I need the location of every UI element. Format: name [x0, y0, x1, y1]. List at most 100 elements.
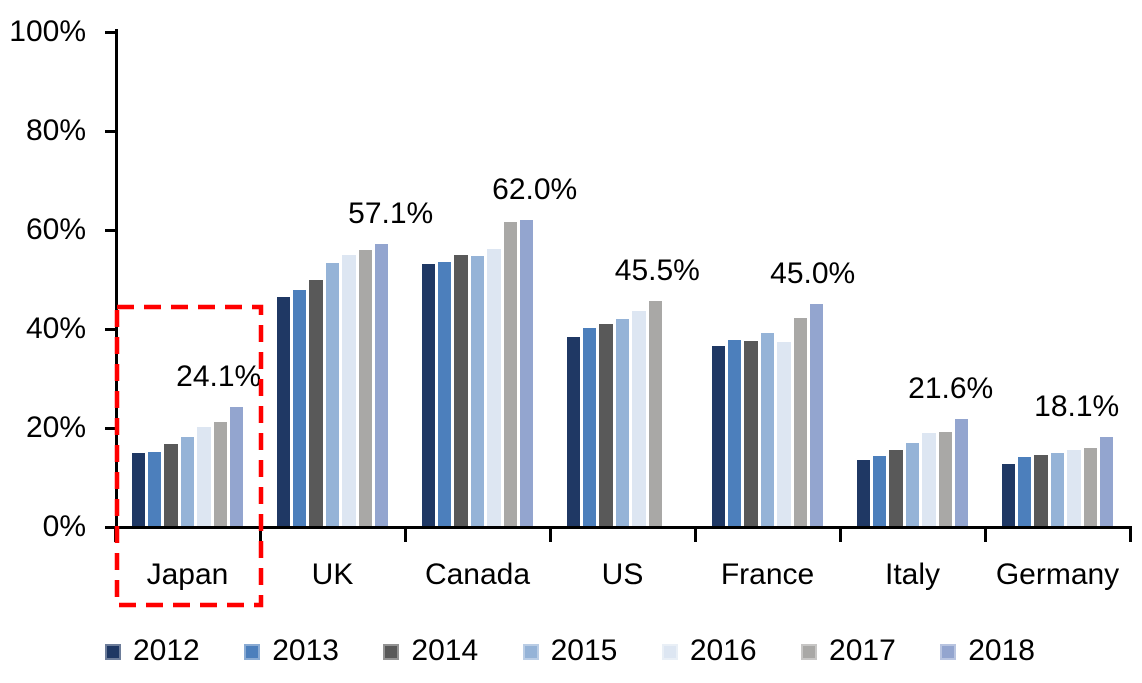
bar-group-uk [260, 32, 405, 526]
bar-germany-2013 [1017, 457, 1032, 526]
bar-canada-2014 [454, 254, 468, 526]
bar-italy-2017 [938, 431, 953, 526]
x-tick [258, 529, 262, 542]
x-tick [693, 529, 697, 542]
legend-label-2015: 2015 [550, 634, 618, 667]
data-label-canada: 62.0% [492, 172, 578, 206]
bar-japan-2012 [131, 452, 146, 526]
bar-uk-2012 [276, 296, 291, 526]
bar-france-2016 [777, 342, 791, 526]
legend-swatch-2012 [105, 644, 121, 660]
data-label-italy: 21.6% [908, 372, 994, 406]
legend-swatch-2018 [940, 644, 957, 660]
x-tick [403, 529, 407, 542]
data-label-germany: 18.1% [1034, 389, 1120, 423]
bar-canada-2016 [487, 249, 501, 526]
legend-label-2016: 2016 [689, 634, 757, 667]
data-label-uk: 57.1% [348, 196, 434, 230]
bar-france-2013 [727, 340, 742, 526]
bar-group-germany [985, 32, 1130, 526]
y-tick-label: 40% [25, 311, 86, 345]
bar-germany-2015 [1050, 453, 1065, 526]
x-axis-label-japan: Japan [146, 558, 229, 591]
bar-us-2015 [615, 318, 630, 526]
bar-japan-2015 [180, 437, 195, 526]
legend-item-2018: 2018 [940, 634, 1035, 668]
bar-us-2016 [632, 311, 646, 526]
legend-swatch-2014 [383, 644, 400, 660]
x-tick [548, 529, 552, 542]
bar-us-2014 [599, 324, 613, 526]
bar-us-2012 [566, 337, 581, 526]
bar-uk-2013 [292, 290, 307, 526]
legend-item-2012: 2012 [105, 634, 200, 668]
bar-france-2018 [809, 303, 824, 526]
bar-germany-2012 [1001, 464, 1016, 526]
legend-item-2017: 2017 [801, 634, 896, 668]
legend-item-2016: 2016 [661, 634, 757, 668]
bar-germany-2016 [1067, 450, 1081, 526]
x-axis-label-us: US [601, 558, 644, 591]
bar-italy-2013 [872, 456, 887, 526]
y-tick-label: 80% [25, 113, 86, 147]
x-tick [983, 529, 987, 542]
x-tick [113, 529, 117, 542]
legend-swatch-2015 [522, 644, 539, 660]
bar-us-2017 [648, 301, 663, 526]
legend-label-2018: 2018 [968, 634, 1035, 667]
bar-canada-2013 [437, 262, 452, 526]
x-axis-label-uk: UK [311, 558, 354, 591]
y-tick [105, 130, 115, 133]
bar-japan-2014 [164, 444, 178, 526]
bar-france-2012 [711, 345, 726, 526]
x-axis-label-germany: Germany [995, 558, 1120, 591]
y-tick-label: 20% [25, 410, 86, 444]
bar-canada-2015 [470, 256, 485, 526]
plot-area [115, 32, 1130, 526]
bar-france-2014 [744, 340, 758, 526]
bar-japan-2018 [229, 406, 244, 526]
bar-us-2013 [582, 328, 597, 526]
y-tick-label: 100% [9, 14, 86, 48]
bar-germany-2017 [1083, 447, 1098, 526]
y-tick [105, 328, 115, 331]
bar-uk-2017 [358, 250, 373, 526]
x-tick [1128, 529, 1132, 542]
legend: 2012 2013 2014 2015 2016 2017 2018 [105, 634, 1035, 668]
x-tick [838, 529, 842, 542]
y-tick-label: 0% [42, 509, 86, 543]
legend-label-2017: 2017 [829, 634, 896, 667]
bar-uk-2016 [342, 255, 356, 526]
legend-item-2014: 2014 [383, 634, 478, 668]
bar-italy-2014 [889, 449, 903, 526]
bar-uk-2014 [309, 279, 323, 526]
bar-group-canada [405, 32, 550, 526]
legend-item-2013: 2013 [244, 634, 339, 668]
bar-germany-2014 [1034, 454, 1048, 526]
bar-japan-2013 [147, 452, 162, 526]
legend-swatch-2016 [661, 644, 678, 660]
data-label-france: 45.0% [770, 256, 856, 290]
bar-group-france [695, 32, 840, 526]
y-tick [105, 31, 115, 34]
bar-uk-2015 [325, 262, 340, 526]
bar-group-italy [840, 32, 985, 526]
x-axis-label-canada: Canada [424, 558, 531, 591]
bar-canada-2012 [421, 264, 436, 526]
bar-japan-2017 [213, 422, 228, 526]
x-axis-label-italy: Italy [884, 558, 941, 591]
legend-label-2014: 2014 [411, 634, 479, 667]
bar-italy-2012 [856, 460, 871, 526]
y-axis-line [115, 29, 118, 530]
bar-group-japan [115, 32, 260, 526]
y-tick [105, 526, 115, 529]
y-tick [105, 229, 115, 232]
x-axis-line [113, 526, 1132, 529]
data-label-japan: 24.1% [176, 359, 262, 393]
x-axis-label-france: France [720, 558, 815, 591]
bar-france-2015 [760, 332, 775, 526]
data-label-us: 45.5% [614, 254, 700, 288]
y-tick-label: 60% [25, 212, 86, 246]
bar-france-2017 [793, 317, 808, 526]
